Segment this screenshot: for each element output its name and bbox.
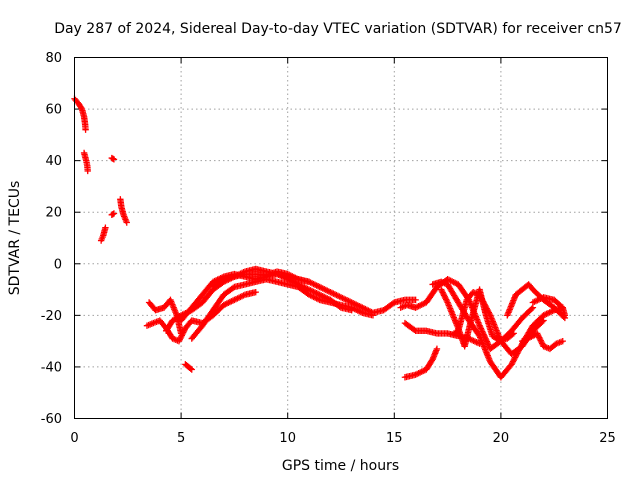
data-point — [177, 335, 184, 342]
series-track-m — [182, 361, 195, 373]
x-tick-label: 0 — [70, 431, 78, 446]
data-point — [177, 333, 185, 341]
series-track-l — [209, 268, 313, 291]
data-point — [536, 334, 543, 341]
data-point — [84, 167, 91, 175]
x-tick-label: 20 — [493, 431, 510, 446]
data-point — [486, 310, 493, 318]
data-point — [180, 327, 188, 335]
data-point — [123, 219, 130, 226]
data-point — [305, 278, 313, 286]
y-tick-label: -20 — [41, 309, 62, 324]
data-point — [440, 292, 448, 299]
data-point — [442, 296, 450, 303]
series-track-e — [108, 210, 118, 218]
data-point — [389, 300, 397, 307]
y-tick-label: -60 — [41, 412, 62, 427]
data-point — [540, 317, 547, 324]
data-point — [102, 224, 109, 231]
x-axis-label: GPS time / hours — [282, 458, 399, 474]
data-point — [179, 330, 186, 338]
data-point — [438, 286, 445, 293]
data-point — [561, 312, 569, 319]
data-point — [476, 322, 483, 329]
data-point — [411, 326, 418, 334]
series-track-v — [529, 294, 569, 319]
data-point — [441, 293, 448, 300]
data-point — [176, 336, 183, 343]
data-point — [175, 337, 183, 345]
y-tick-label: -40 — [41, 360, 62, 375]
series-track-d — [97, 224, 109, 244]
y-tick-label: 0 — [54, 257, 62, 272]
data-point — [77, 104, 85, 111]
series-track-o — [401, 345, 441, 381]
series-track-b — [80, 149, 91, 175]
data-point — [538, 338, 545, 346]
data-point — [477, 325, 485, 332]
data-point — [412, 296, 419, 304]
data-point — [509, 331, 516, 338]
series-track-c — [108, 154, 118, 163]
data-point — [438, 287, 446, 295]
data-point — [180, 329, 187, 336]
x-tick-label: 15 — [386, 431, 403, 446]
grid-lines — [74, 57, 608, 419]
data-point — [178, 332, 186, 339]
x-tick-label: 5 — [177, 431, 185, 446]
data-point — [510, 330, 517, 337]
data-point — [252, 288, 259, 296]
series-track-k — [188, 276, 377, 342]
data-point — [478, 326, 485, 334]
data-point — [110, 156, 118, 163]
axis-ticks: 0 5 10 15 20 25 80 60 40 20 0 -20 -40 -60 — [41, 51, 616, 446]
data-point — [229, 284, 237, 292]
data-point — [439, 289, 446, 296]
y-tick-label: 60 — [45, 103, 62, 118]
data-point — [536, 335, 544, 343]
data-point — [433, 345, 441, 353]
data-point — [110, 210, 118, 217]
y-tick-label: 80 — [45, 51, 62, 66]
data-point — [528, 305, 535, 312]
data-point — [559, 337, 566, 345]
data-point — [537, 337, 544, 344]
data-points — [71, 95, 569, 381]
data-point — [187, 365, 194, 372]
data-point — [188, 366, 195, 373]
data-point — [443, 297, 451, 305]
data-point — [369, 312, 377, 319]
series-track-a — [71, 95, 89, 133]
data-point — [442, 294, 449, 302]
x-tick-label: 25 — [599, 431, 616, 446]
y-axis-label: SDTVAR / TECUs — [7, 181, 23, 296]
data-point — [539, 318, 546, 325]
plot-frame — [74, 57, 608, 419]
data-point — [219, 277, 226, 284]
chart-title: Day 287 of 2024, Sidereal Day-to-day VTE… — [54, 21, 622, 37]
data-point — [533, 330, 541, 337]
data-point — [82, 126, 89, 133]
data-point — [535, 333, 542, 340]
data-point — [538, 340, 546, 347]
data-point — [477, 323, 484, 331]
data-point — [534, 331, 542, 339]
x-tick-label: 10 — [279, 431, 296, 446]
data-point — [440, 290, 447, 298]
series-track-f — [117, 196, 130, 226]
y-tick-label: 40 — [45, 154, 62, 169]
series-track-u — [519, 330, 566, 353]
y-tick-label: 20 — [45, 206, 62, 221]
